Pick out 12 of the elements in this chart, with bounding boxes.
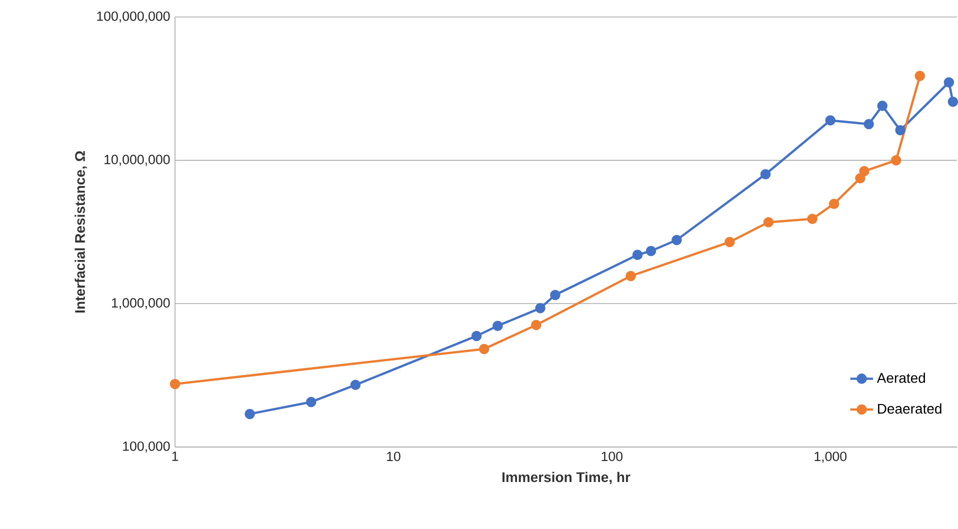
y-tick-label: 1,000,000 (112, 298, 170, 310)
x-tick-label: 1,000 (814, 452, 847, 463)
x-tick-label: 10 (387, 452, 400, 462)
y-tick-label: 100,000 (123, 441, 170, 452)
x-axis-title: Immersion Time, hr (502, 472, 630, 484)
x-tick-label: 1 (172, 452, 178, 461)
x-tick-label: 100 (602, 452, 623, 462)
y-axis-title: Interfacial Resistance, Ω (74, 151, 88, 313)
legend-label: Aerated (876, 372, 925, 383)
legend-label: Deaerated (878, 403, 942, 414)
y-tick-label: 100,000,000 (97, 11, 170, 22)
y-tick-label: 10,000,000 (104, 154, 170, 166)
